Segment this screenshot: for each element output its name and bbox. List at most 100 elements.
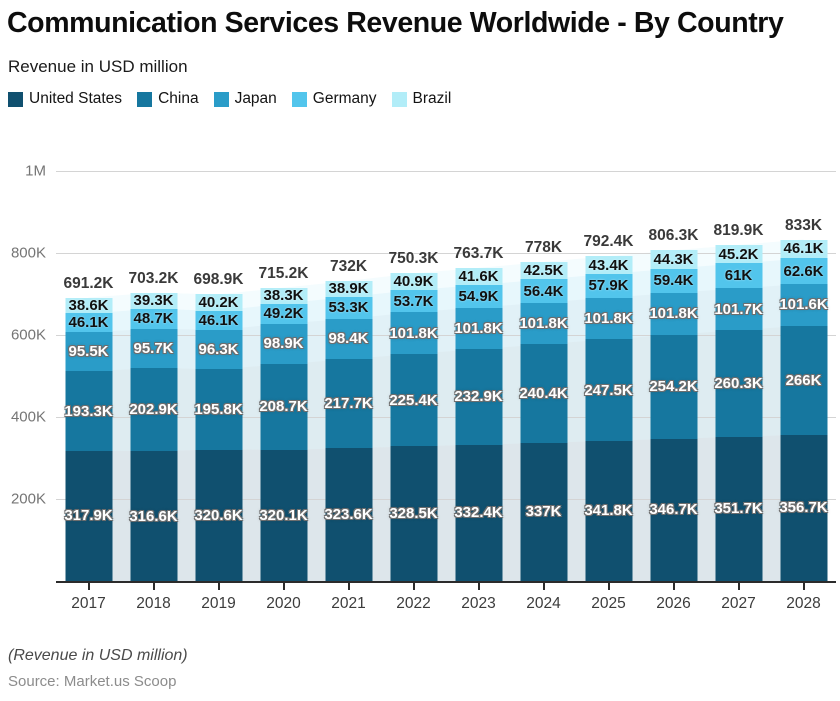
segment-value-label: 260.3K: [714, 374, 763, 392]
chart-subtitle: Revenue in USD million: [8, 57, 188, 76]
bar-segment-japan: 101.8K: [584, 297, 633, 340]
x-axis-year-label: 2028: [786, 595, 821, 612]
legend-item: China: [137, 90, 199, 108]
segment-value-label: 341.8K: [584, 502, 633, 520]
segment-value-label: 39.3K: [133, 292, 174, 310]
bar-segment-brazil: 41.6K: [455, 267, 502, 286]
source-credit: Source: Market.us Scoop: [8, 673, 177, 690]
segment-value-label: 62.6K: [783, 262, 824, 280]
legend-item: Japan: [213, 90, 277, 108]
bar-segment-united-states: 337K: [520, 442, 567, 581]
y-tick-label: 400K: [10, 408, 46, 426]
bar-segment-china: 208.7K: [259, 364, 308, 450]
bar-segment-japan: 98.4K: [325, 318, 372, 360]
bar-segment-china: 254.2K: [649, 334, 698, 439]
x-tick: [87, 583, 90, 590]
plot-area: 691.2K 38.6K 46.1K 95.5K 193.3K 317.9K 2017 703…: [56, 171, 836, 613]
bar-segment-japan: 101.6K: [779, 284, 828, 326]
bar-column: 833K 46.1K 62.6K 101.6K 266K 356.7K 2028: [771, 171, 836, 613]
legend-item: United States: [8, 90, 122, 108]
bar-segment-japan: 98.9K: [260, 323, 307, 365]
bar-segment-japan: 96.3K: [195, 329, 242, 370]
segment-value-label: 98.9K: [263, 335, 304, 353]
segment-value-label: 49.2K: [263, 305, 304, 323]
segment-value-label: 351.7K: [714, 500, 763, 518]
y-axis-labels: 200K 400K 600K 800K 1M: [0, 163, 48, 581]
bar-total-label: 703.2K: [128, 269, 179, 287]
segment-value-label: 54.9K: [458, 287, 499, 305]
bar-total-label: 806.3K: [648, 227, 699, 245]
segment-value-label: 266K: [785, 371, 822, 389]
segment-value-label: 95.5K: [68, 343, 109, 361]
bar-segment-brazil: 38.9K: [325, 280, 372, 297]
gridline: [56, 171, 836, 172]
segment-value-label: 346.7K: [649, 501, 698, 519]
bar-segment-germany: 53.7K: [390, 290, 437, 313]
legend-item: Germany: [291, 90, 377, 108]
legend-label: Germany: [312, 90, 377, 107]
stacked-bar: 806.3K 44.3K 59.4K 101.8K 254.2K 346.7K: [649, 227, 698, 581]
bar-segment-united-states: 316.6K: [129, 451, 178, 581]
segment-value-label: 46.1K: [68, 314, 109, 332]
segment-value-label: 42.5K: [523, 262, 564, 280]
gridline: [56, 417, 836, 418]
bar-segment-united-states: 341.8K: [584, 440, 633, 581]
segment-value-label: 328.5K: [389, 505, 438, 523]
bar-segment-germany: 49.2K: [260, 303, 307, 324]
stacked-bar: 819.9K 45.2K 61K 101.7K 260.3K 351.7K: [714, 222, 763, 581]
bar-segment-china: 202.9K: [129, 368, 178, 452]
segment-value-label: 317.9K: [64, 507, 113, 525]
bar-segment-germany: 59.4K: [650, 268, 697, 293]
x-tick: [217, 583, 220, 590]
legend-label: Japan: [234, 90, 277, 107]
bar-segment-japan: 101.8K: [519, 302, 568, 345]
bar-segment-germany: 53.3K: [325, 296, 372, 319]
x-axis-year-label: 2023: [461, 595, 496, 612]
stacked-bar: 703.2K 39.3K 48.7K 95.7K 202.9K 316.6K: [129, 270, 178, 581]
segment-value-label: 202.9K: [129, 401, 178, 419]
bar-segment-united-states: 328.5K: [389, 446, 438, 581]
bar-column: 763.7K 41.6K 54.9K 101.8K 232.9K 332.4K 2023: [446, 171, 511, 612]
segment-value-label: 320.1K: [259, 506, 308, 524]
segment-value-label: 44.3K: [653, 250, 694, 268]
bar-segment-brazil: 46.1K: [780, 239, 827, 259]
bar-column: 703.2K 39.3K 48.7K 95.7K 202.9K 316.6K 2018: [121, 171, 186, 612]
segment-value-label: 43.4K: [588, 256, 629, 274]
segment-value-label: 48.7K: [133, 310, 174, 328]
segment-value-label: 254.2K: [649, 378, 698, 396]
bar-column: 778K 42.5K 56.4K 101.8K 240.4K 337K 2024: [511, 171, 576, 612]
segment-value-label: 320.6K: [194, 506, 243, 524]
bar-segment-brazil: 39.3K: [130, 292, 177, 310]
segment-value-label: 46.1K: [783, 240, 824, 258]
legend-label: Brazil: [412, 90, 452, 107]
segment-value-label: 101.8K: [454, 319, 503, 337]
segment-value-label: 45.2K: [718, 245, 759, 263]
segment-value-label: 240.4K: [519, 385, 568, 403]
legend-label: United States: [29, 90, 123, 107]
bar-segment-germany: 46.1K: [195, 310, 242, 330]
segment-value-label: 46.1K: [198, 311, 239, 329]
bar-segment-united-states: 332.4K: [454, 444, 503, 581]
bar-segment-japan: 101.8K: [454, 307, 503, 350]
legend-swatch: [8, 91, 23, 107]
x-axis-year-label: 2020: [266, 595, 301, 612]
segment-value-label: 247.5K: [584, 381, 633, 399]
bar-segment-brazil: 44.3K: [650, 250, 697, 269]
segment-value-label: 57.9K: [588, 277, 629, 295]
x-tick: [152, 583, 155, 590]
bar-segment-germany: 56.4K: [520, 279, 567, 303]
bar-segment-japan: 101.8K: [649, 292, 698, 335]
gridline: [56, 499, 836, 500]
stacked-bar: 792.4K 43.4K 57.9K 101.8K 247.5K 341.8K: [584, 233, 633, 581]
bar-total-label: 792.4K: [583, 233, 634, 251]
stacked-bar: 698.9K 40.2K 46.1K 96.3K 195.8K 320.6K: [194, 271, 243, 581]
x-tick: [282, 583, 285, 590]
x-axis-line: [56, 581, 836, 583]
segment-value-label: 217.7K: [324, 395, 373, 413]
segment-value-label: 101.8K: [519, 314, 568, 332]
y-tick-label: 200K: [10, 490, 46, 508]
segment-value-label: 208.7K: [259, 398, 308, 416]
x-axis-year-label: 2024: [526, 595, 561, 612]
x-tick: [607, 583, 610, 590]
